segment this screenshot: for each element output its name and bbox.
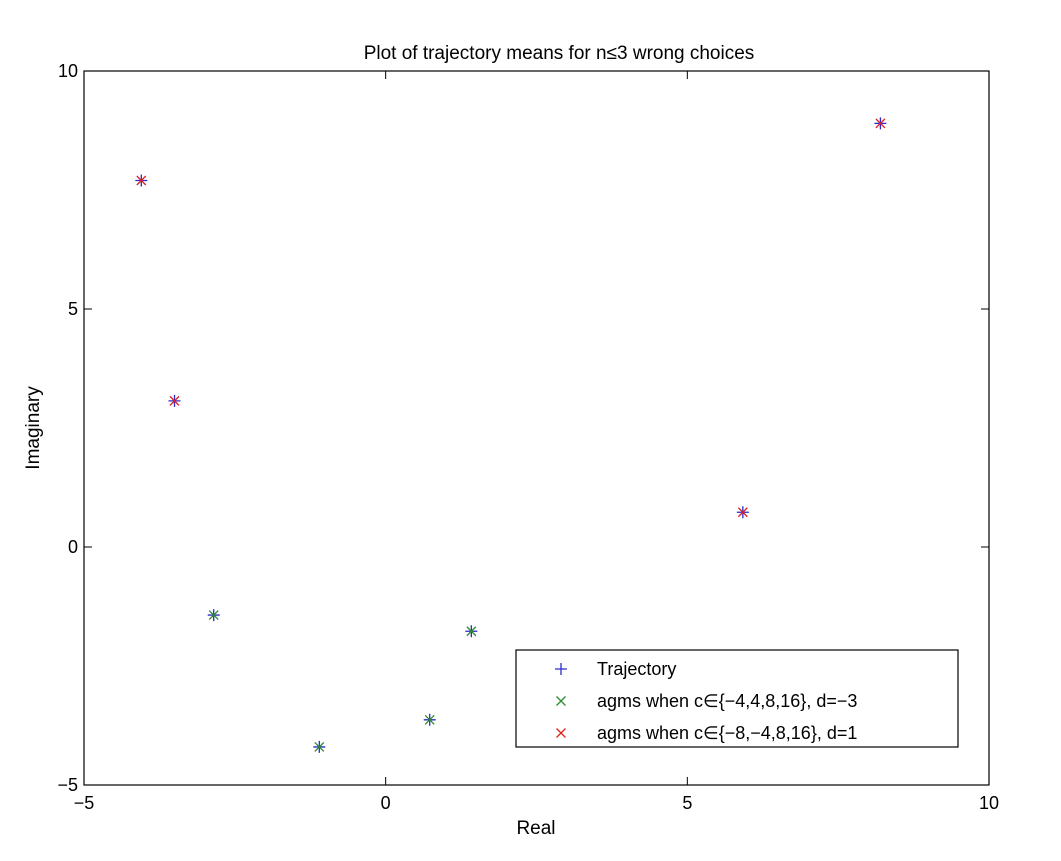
x-tick-label: −5	[74, 793, 95, 813]
legend-marker	[556, 728, 566, 738]
series-2	[208, 610, 477, 752]
data-point	[875, 118, 886, 129]
series-3	[136, 118, 886, 518]
legend-item: Trajectory	[555, 659, 676, 679]
legend-label: agms when c∈{−8,−4,8,16}, d=1	[597, 723, 857, 743]
x-axis-label: Real	[516, 818, 555, 839]
y-tick-label: 5	[68, 299, 78, 319]
legend-item: agms when c∈{−4,4,8,16}, d=−3	[556, 691, 857, 711]
y-tick-label: 10	[58, 61, 78, 81]
legend-box	[515, 649, 959, 748]
data-point	[136, 175, 147, 186]
data-point	[466, 626, 477, 637]
legend-marker	[555, 663, 567, 675]
data-point	[424, 714, 435, 725]
axis-tick-labels: −5 0 5 10 −5 0 5 10	[57, 61, 999, 813]
legend-label: agms when c∈{−4,4,8,16}, d=−3	[597, 691, 857, 711]
x-tick-label: 5	[682, 793, 692, 813]
y-tick-label: 0	[68, 537, 78, 557]
chart-title: Plot of trajectory means for n≤3 wrong c…	[364, 43, 755, 64]
data-point	[208, 610, 219, 621]
legend-item: agms when c∈{−8,−4,8,16}, d=1	[556, 723, 857, 743]
data-point	[314, 741, 325, 752]
y-tick-label: −5	[57, 775, 78, 795]
data-point	[169, 395, 180, 406]
legend-label: Trajectory	[597, 659, 676, 679]
x-tick-label: 10	[979, 793, 999, 813]
legend: Trajectory agms when c∈{−4,4,8,16}, d=−3 a…	[515, 649, 959, 748]
axis-ticks	[83, 70, 990, 786]
x-tick-label: 0	[381, 793, 391, 813]
data-points	[135, 117, 887, 753]
data-point	[737, 507, 748, 518]
y-axis-label: Imaginary	[23, 386, 44, 470]
legend-marker	[556, 696, 566, 706]
